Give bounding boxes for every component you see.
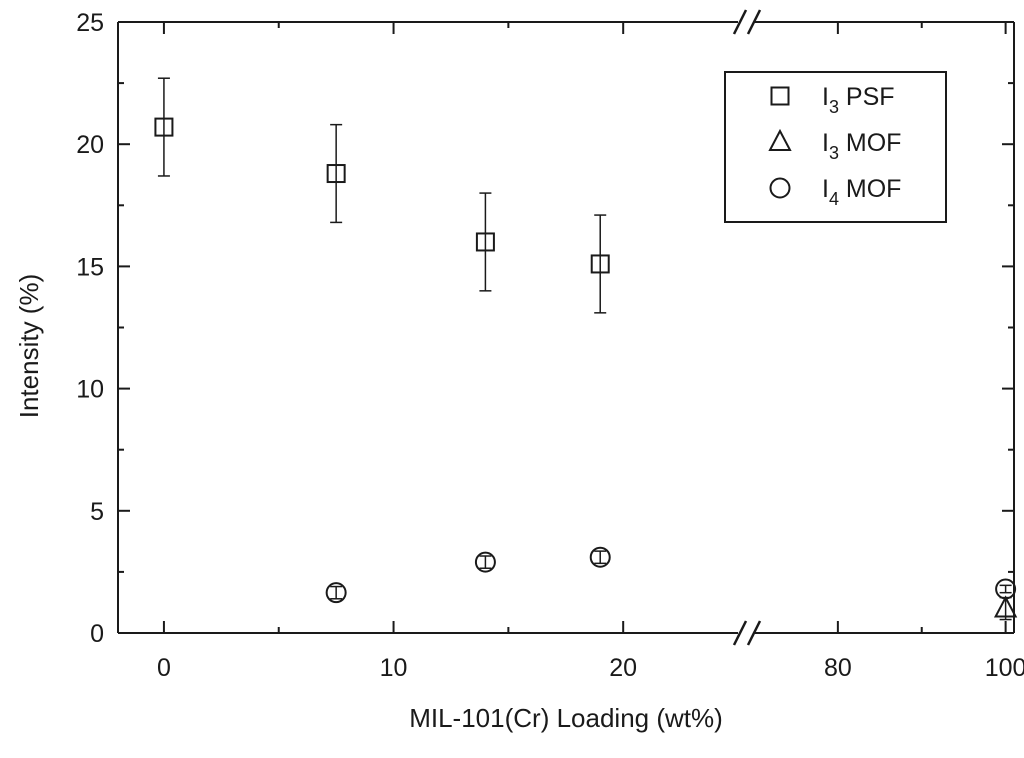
legend-marker-triangle [768,128,792,151]
series-circle [325,546,1017,604]
plot-frame [117,21,1015,634]
x-tick-label: 20 [609,654,637,682]
y-tick-label: 5 [90,498,104,526]
axis-break-stroke-1-0 [732,9,748,35]
axis-break-stroke-0-1 [746,620,762,646]
legend-label: I3 MOF [822,129,901,163]
data-point-square [590,254,610,274]
x-axis: 0 10 20 80 100 [157,22,1024,682]
y-tick-label: 20 [76,131,104,159]
data-point-square [475,232,495,252]
y-tick-label: 0 [90,620,104,648]
x-axis-title: MIL-101(Cr) Loading (wt%) [409,703,723,733]
legend-label: I3 PSF [822,83,895,117]
y-tick-label: 15 [76,253,104,281]
x-tick-label: 10 [380,654,408,682]
data-point-circle [474,551,496,573]
legend-box [724,71,947,223]
x-tick-label: 80 [824,654,852,682]
x-tick-label: 100 [985,654,1024,682]
legend-label: I4 MOF [822,175,901,209]
x-tick-label: 0 [157,654,171,682]
data-series [154,77,1018,621]
y-tick-label: 25 [76,9,104,37]
y-tick-label: 10 [76,376,104,404]
series-triangle [993,595,1018,621]
legend: I3 PSF I3 MOF I4 MOF [724,71,947,223]
data-point-triangle [993,595,1018,618]
data-point-circle [325,582,347,604]
y-axis: 0 5 10 15 20 25 [76,9,1014,648]
data-point-circle [995,578,1017,600]
data-point-square [326,164,346,184]
series-square [154,77,610,314]
axis-break-marks [732,9,762,646]
y-axis-title: Intensity (%) [14,274,44,419]
data-point-square [154,117,174,137]
axis-break-stroke-0-0 [732,620,748,646]
axis-break-stroke-1-1 [746,9,762,35]
legend-marker-circle [769,177,791,199]
data-point-circle [589,546,611,568]
legend-marker-square [770,86,790,106]
